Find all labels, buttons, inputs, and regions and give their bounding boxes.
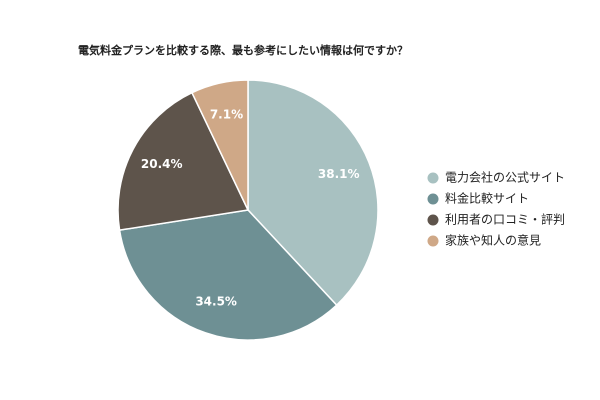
legend-marker <box>427 172 439 184</box>
legend-marker <box>427 235 439 247</box>
value-label: 7.1% <box>210 107 243 121</box>
legend-label: 電力会社の公式サイト <box>445 170 565 185</box>
value-label: 20.4% <box>141 157 183 171</box>
pie-slice <box>118 209 338 341</box>
chart-title: 電気料金プランを比較する際、最も参考にしたい情報は何ですか？ <box>78 43 408 57</box>
pie-slice <box>117 91 250 231</box>
legend-label: 家族や知人の意見 <box>445 233 541 248</box>
legend-label: 利用者の口コミ・評判 <box>445 212 565 227</box>
legend-marker <box>427 214 439 226</box>
pie-slice <box>247 79 379 307</box>
value-label: 38.1% <box>318 167 360 181</box>
pie-slice <box>190 79 249 211</box>
legend-marker <box>427 193 439 205</box>
value-label: 34.5% <box>195 295 237 309</box>
legend-label: 料金比較サイト <box>445 191 529 206</box>
